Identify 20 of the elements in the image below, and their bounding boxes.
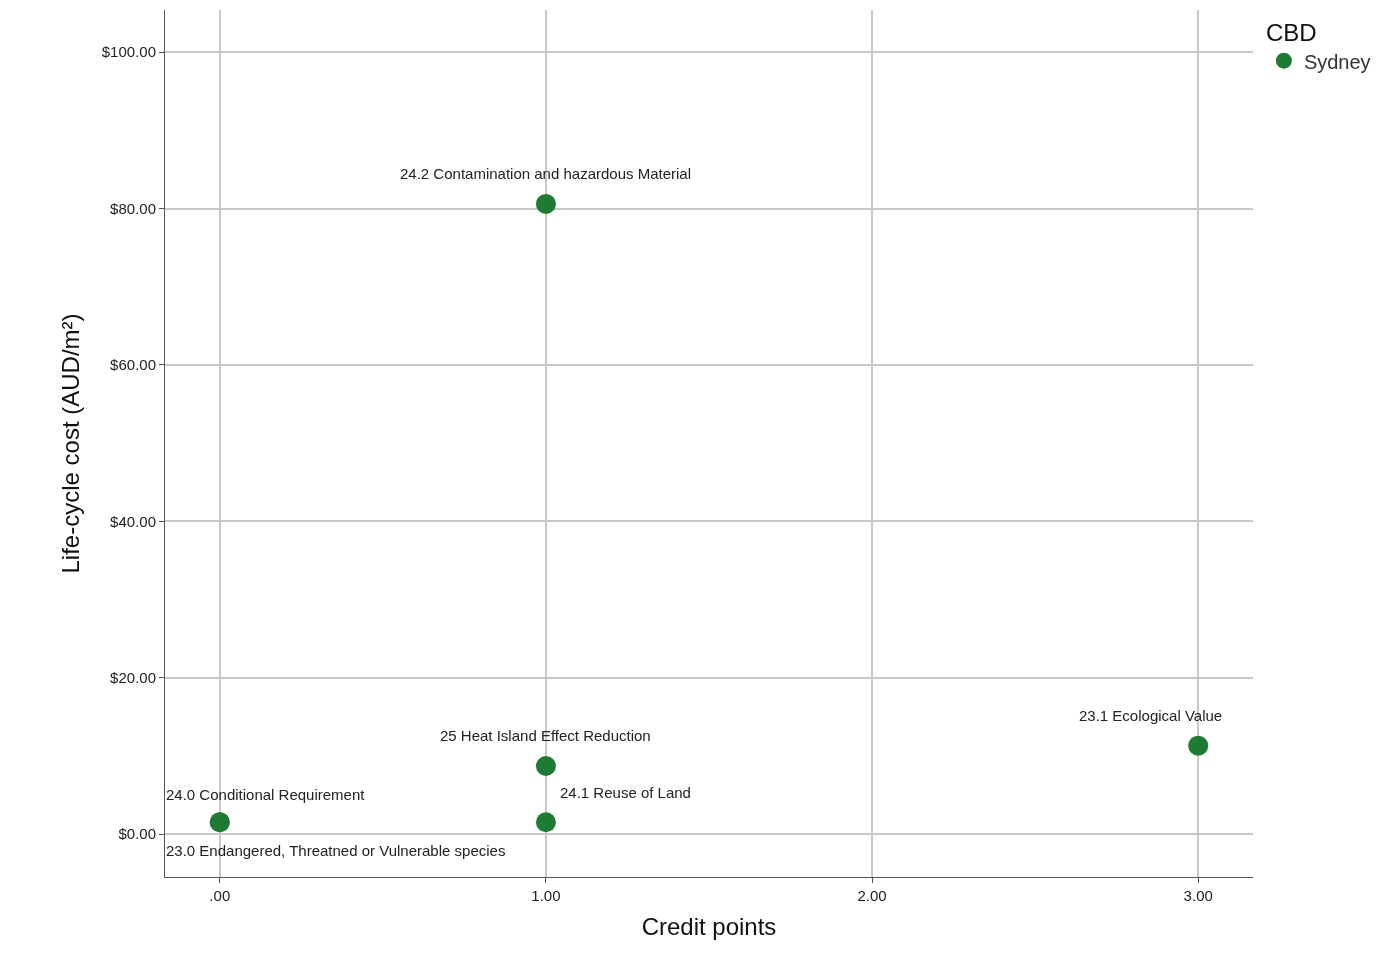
x-tick-label: 3.00 (1183, 887, 1213, 904)
y-tick-label: $80.00 (110, 199, 156, 217)
x-tick-label: 1.00 (531, 887, 561, 904)
y-tick-label: $60.00 (110, 356, 156, 374)
annotation: 24.1 Reuse of Land (560, 784, 691, 801)
x-tick-label: 2.00 (857, 887, 887, 904)
x-tick-label: .00 (209, 887, 231, 904)
annotation: 24.2 Contamination and hazardous Material (400, 165, 692, 182)
x-axis-title: Credit points (641, 913, 777, 941)
y-tick-label: $100.00 (101, 43, 156, 61)
legend-label: Sydney (1303, 50, 1371, 73)
y-tick-label: $40.00 (110, 512, 156, 530)
annotation: 23.1 Ecological Value (1079, 707, 1223, 724)
y-axis-title: Life-cycle cost (AUD/m²) (56, 313, 84, 574)
annotation: 25 Heat Island Effect Reduction (440, 727, 651, 744)
y-tick-label: $20.00 (110, 668, 156, 686)
annotation: 23.0 Endangered, Threatned or Vulnerable species (166, 842, 506, 859)
legend-title: CBD (1265, 19, 1317, 47)
annotation: 24.0 Conditional Requirement (166, 786, 366, 803)
y-tick-label: $0.00 (118, 825, 156, 843)
